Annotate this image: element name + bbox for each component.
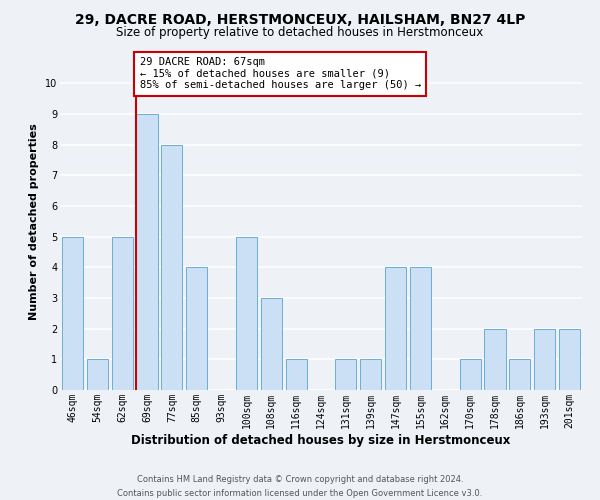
Bar [335, 360, 356, 390]
X-axis label: Distribution of detached houses by size in Herstmonceux: Distribution of detached houses by size … [131, 434, 511, 446]
Bar [62, 236, 83, 390]
Bar [534, 328, 555, 390]
Bar [286, 360, 307, 390]
Bar [186, 268, 207, 390]
Bar [460, 360, 481, 390]
Bar [559, 328, 580, 390]
Bar [360, 360, 381, 390]
Text: Size of property relative to detached houses in Herstmonceux: Size of property relative to detached ho… [116, 26, 484, 39]
Bar [112, 236, 133, 390]
Y-axis label: Number of detached properties: Number of detached properties [29, 123, 40, 320]
Text: 29, DACRE ROAD, HERSTMONCEUX, HAILSHAM, BN27 4LP: 29, DACRE ROAD, HERSTMONCEUX, HAILSHAM, … [75, 12, 525, 26]
Bar [236, 236, 257, 390]
Bar [136, 114, 158, 390]
Bar [385, 268, 406, 390]
Text: Contains HM Land Registry data © Crown copyright and database right 2024.
Contai: Contains HM Land Registry data © Crown c… [118, 476, 482, 498]
Text: 29 DACRE ROAD: 67sqm
← 15% of detached houses are smaller (9)
85% of semi-detach: 29 DACRE ROAD: 67sqm ← 15% of detached h… [140, 57, 421, 90]
Bar [509, 360, 530, 390]
Bar [87, 360, 108, 390]
Bar [484, 328, 506, 390]
Bar [410, 268, 431, 390]
Bar [261, 298, 282, 390]
Bar [161, 144, 182, 390]
